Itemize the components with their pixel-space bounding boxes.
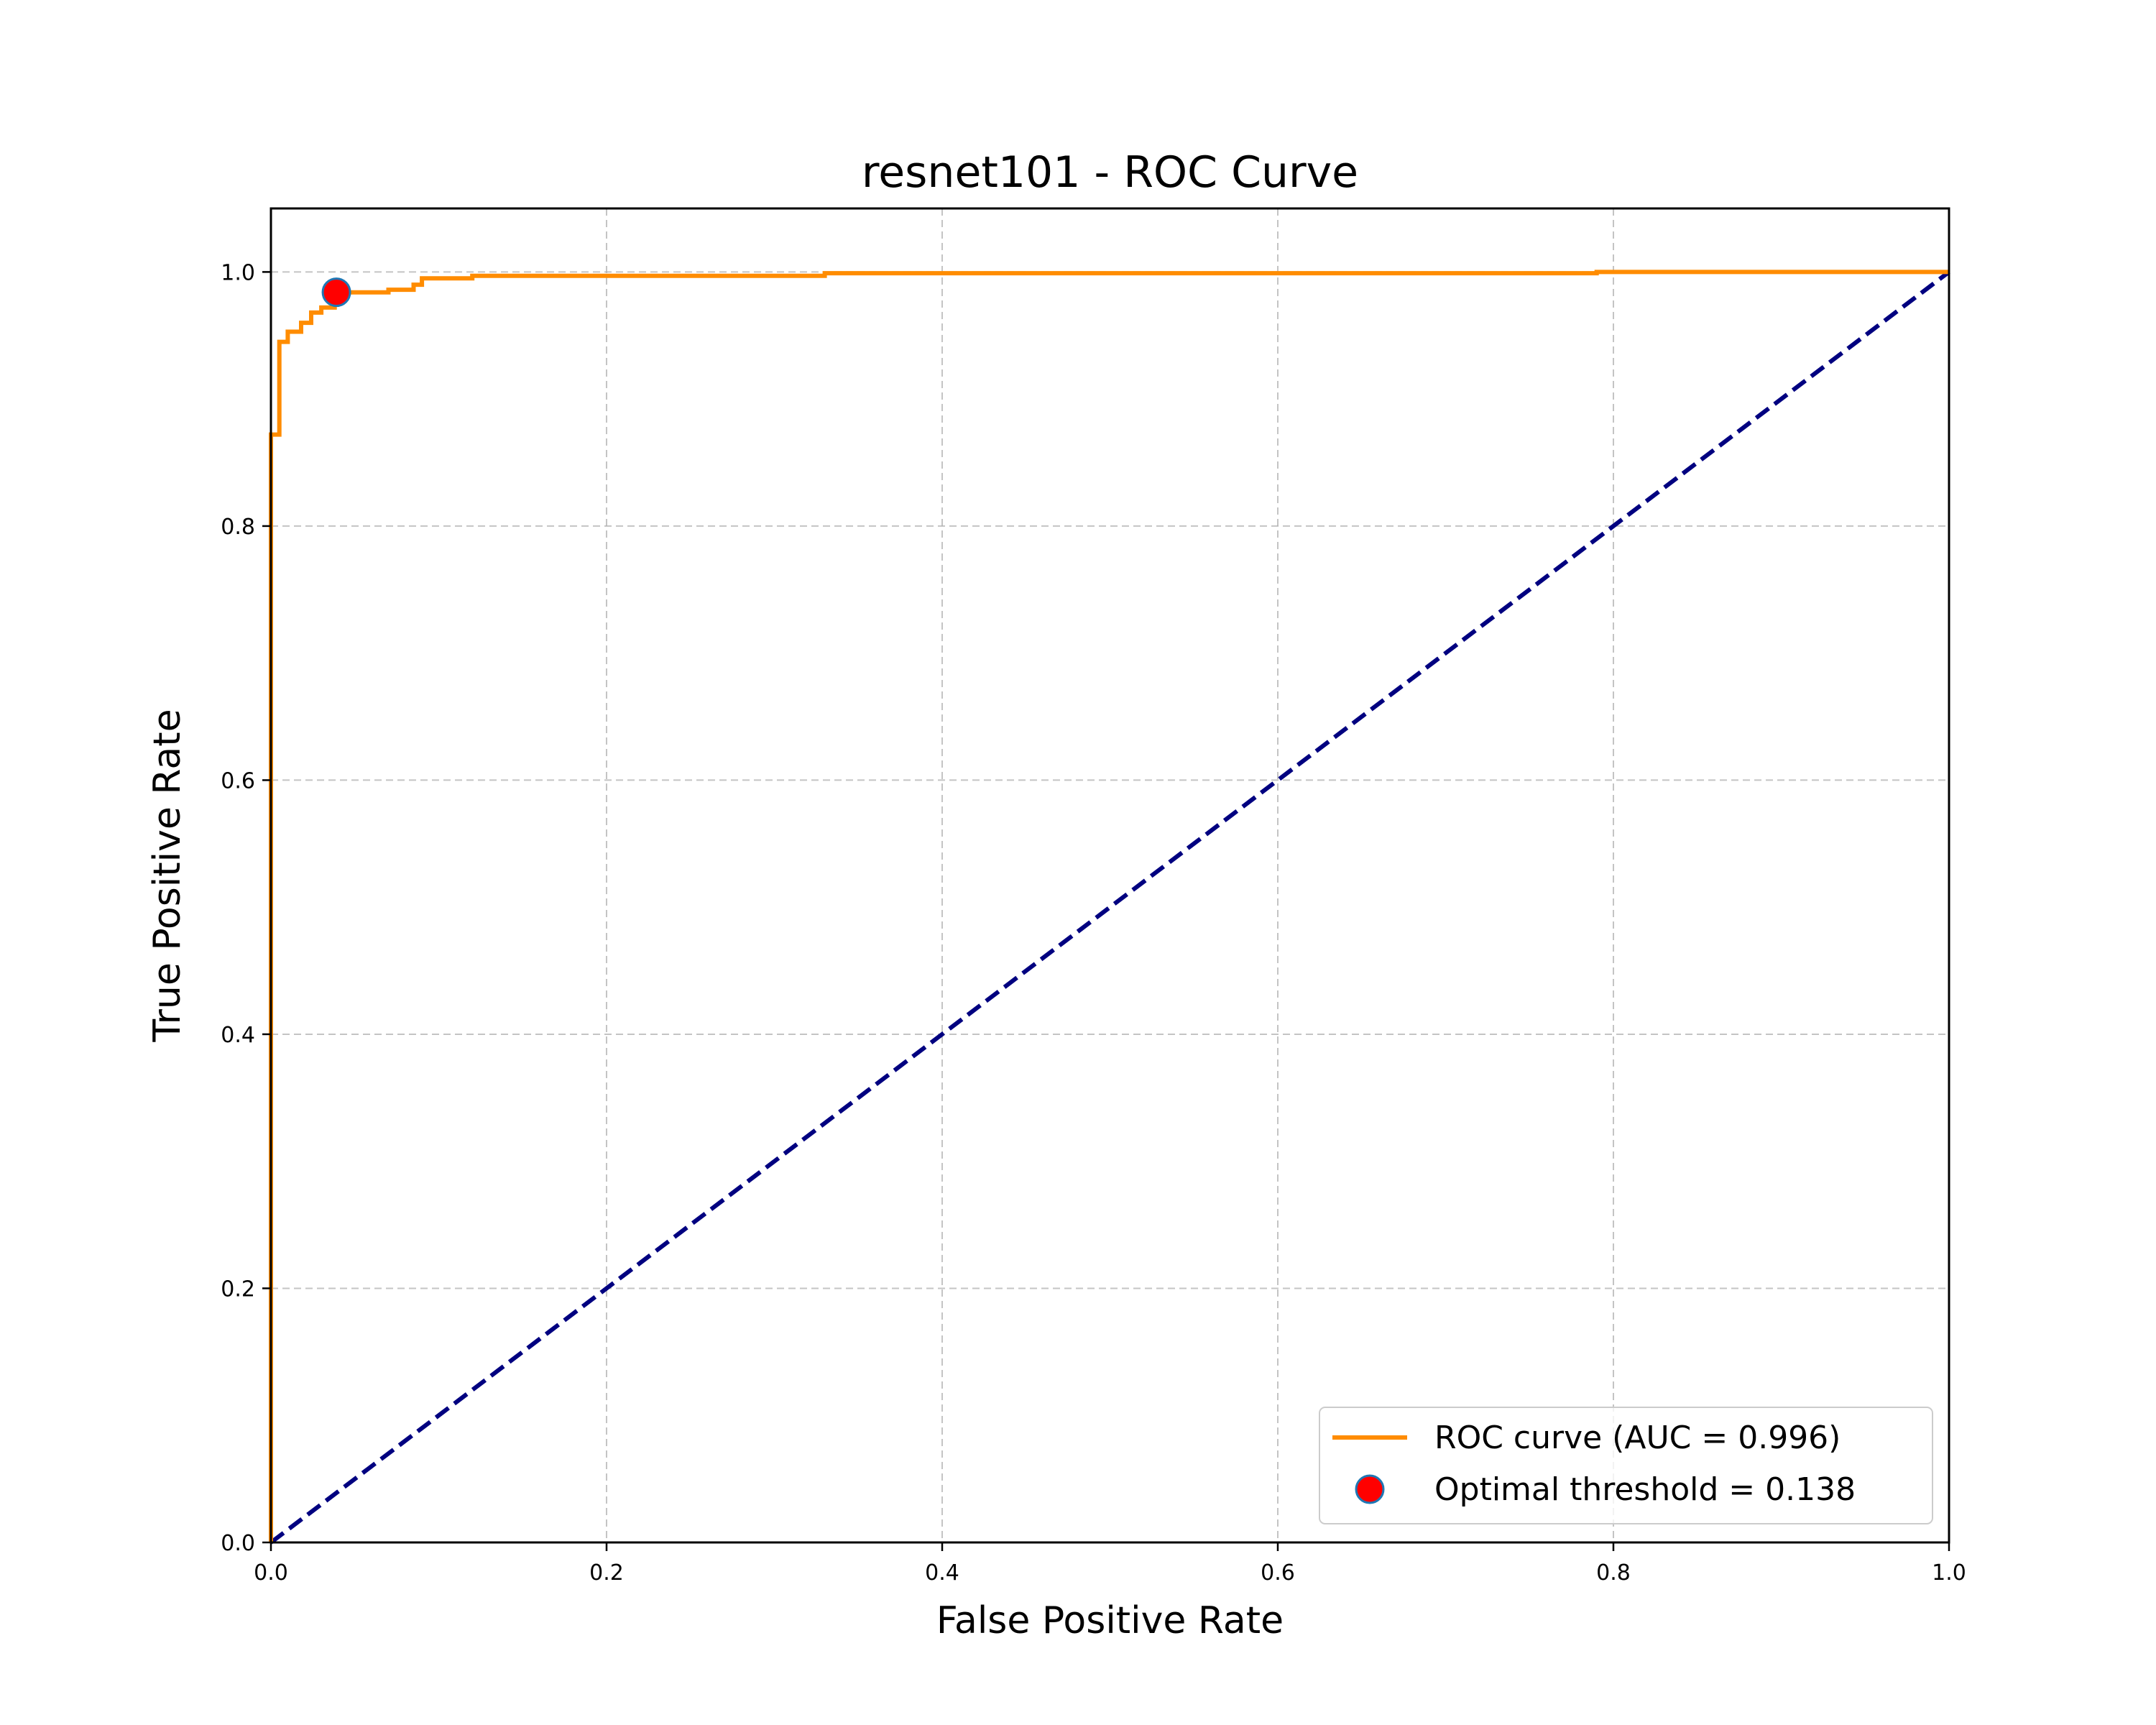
y-tick-label: 0.0 xyxy=(221,1531,255,1556)
chart-title: resnet101 - ROC Curve xyxy=(862,147,1358,198)
y-tick-label: 1.0 xyxy=(221,260,255,285)
x-tick-label: 0.2 xyxy=(589,1560,624,1586)
optimal-point-layer xyxy=(321,277,351,308)
y-tick-label: 0.2 xyxy=(221,1276,255,1302)
y-tick-label: 0.8 xyxy=(221,515,255,540)
optimal-threshold-point xyxy=(321,277,351,308)
x-axis-label: False Positive Rate xyxy=(936,1599,1284,1642)
y-axis-label: True Positive Rate xyxy=(146,709,189,1042)
x-tick-label: 1.0 xyxy=(1932,1560,1966,1586)
roc-layer xyxy=(269,270,1949,1542)
legend: ROC curve (AUC = 0.996) Optimal threshol… xyxy=(1319,1407,1933,1524)
plot-frame xyxy=(270,207,1950,1544)
tick-layer: 0.0 0.2 0.4 0.6 0.8 1.0 0.0 0.2 0.4 0.6 0.8 1.0 xyxy=(221,260,1966,1586)
legend-point-swatch xyxy=(1355,1474,1385,1504)
x-tick-label: 0.8 xyxy=(1596,1560,1631,1586)
legend-point-label: Optimal threshold = 0.138 xyxy=(1434,1471,1856,1508)
x-tick-label: 0.6 xyxy=(1261,1560,1295,1586)
y-tick-label: 0.4 xyxy=(221,1023,255,1048)
roc-curve-line xyxy=(269,270,1949,1542)
y-tick-label: 0.6 xyxy=(221,768,255,794)
diagonal-reference-line xyxy=(270,270,1950,1545)
x-tick-label: 0.4 xyxy=(925,1560,959,1586)
grid-layer xyxy=(270,208,1950,1543)
diagonal-layer xyxy=(270,270,1950,1545)
legend-roc-label: ROC curve (AUC = 0.996) xyxy=(1434,1420,1841,1456)
legend-box xyxy=(1319,1407,1933,1524)
x-tick-label: 0.0 xyxy=(254,1560,288,1586)
